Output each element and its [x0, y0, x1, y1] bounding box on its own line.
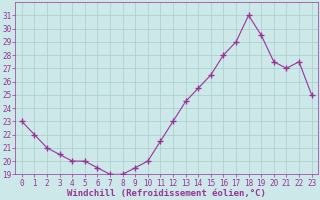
X-axis label: Windchill (Refroidissement éolien,°C): Windchill (Refroidissement éolien,°C) — [67, 189, 266, 198]
